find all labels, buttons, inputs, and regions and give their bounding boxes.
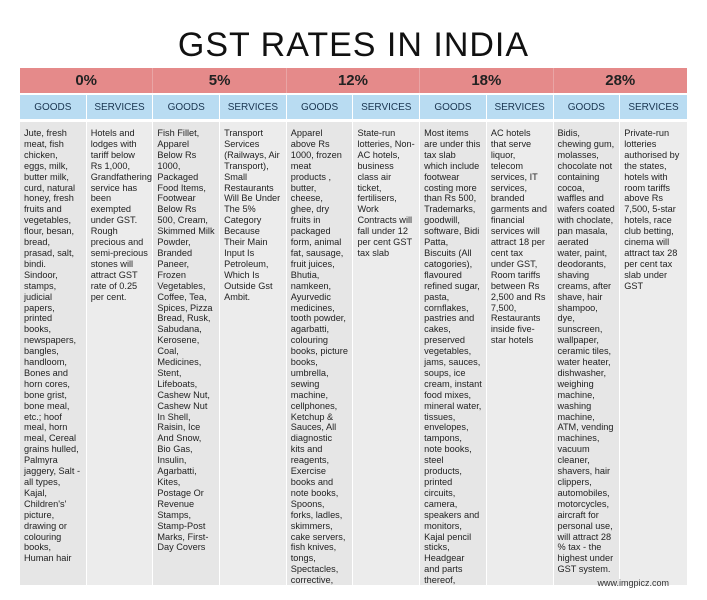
header-services-0: SERVICES bbox=[87, 95, 154, 119]
cell-services-12: State-run lotteries, Non-AC hotels, busi… bbox=[353, 122, 420, 585]
header-services-18: SERVICES bbox=[487, 95, 554, 119]
rate-0: 0% bbox=[20, 68, 153, 93]
content-row: Jute, fresh meat, fish chicken, eggs, mi… bbox=[20, 122, 687, 585]
page-title: GST RATES IN INDIA bbox=[0, 26, 707, 65]
cell-services-28: Private-run lotteries authorised by the … bbox=[620, 122, 687, 585]
rate-row: 0% 5% 12% 18% 28% bbox=[20, 68, 687, 93]
cell-goods-18: Most items are under this tax slab which… bbox=[420, 122, 487, 585]
header-goods-0: GOODS bbox=[20, 95, 87, 119]
cell-goods-28: Bidis, chewing gum, molasses, chocolate … bbox=[554, 122, 621, 585]
header-goods-18: GOODS bbox=[420, 95, 487, 119]
header-goods-12: GOODS bbox=[287, 95, 354, 119]
cell-services-18: AC hotels that serve liquor, telecom ser… bbox=[487, 122, 554, 585]
cell-goods-5: Fish Fillet, Apparel Below Rs 1000, Pack… bbox=[153, 122, 220, 585]
cell-goods-0: Jute, fresh meat, fish chicken, eggs, mi… bbox=[20, 122, 87, 585]
header-services-12: SERVICES bbox=[353, 95, 420, 119]
cell-services-0: Hotels and lodges with tariff below Rs 1… bbox=[87, 122, 154, 585]
rate-18: 18% bbox=[420, 68, 553, 93]
header-row: GOODS SERVICES GOODS SERVICES GOODS SERV… bbox=[20, 95, 687, 119]
rate-28: 28% bbox=[554, 68, 687, 93]
header-services-28: SERVICES bbox=[620, 95, 687, 119]
header-goods-5: GOODS bbox=[153, 95, 220, 119]
gst-table: 0% 5% 12% 18% 28% GOODS SERVICES GOODS S… bbox=[20, 68, 687, 585]
cell-services-5: Transport Services (Railways, Air Transp… bbox=[220, 122, 287, 585]
rate-5: 5% bbox=[153, 68, 286, 93]
header-goods-28: GOODS bbox=[554, 95, 621, 119]
source-watermark: www.imgpicz.com bbox=[597, 578, 669, 588]
header-services-5: SERVICES bbox=[220, 95, 287, 119]
rate-12: 12% bbox=[287, 68, 420, 93]
cell-goods-12: Apparel above Rs 1000, frozen meat produ… bbox=[287, 122, 354, 585]
